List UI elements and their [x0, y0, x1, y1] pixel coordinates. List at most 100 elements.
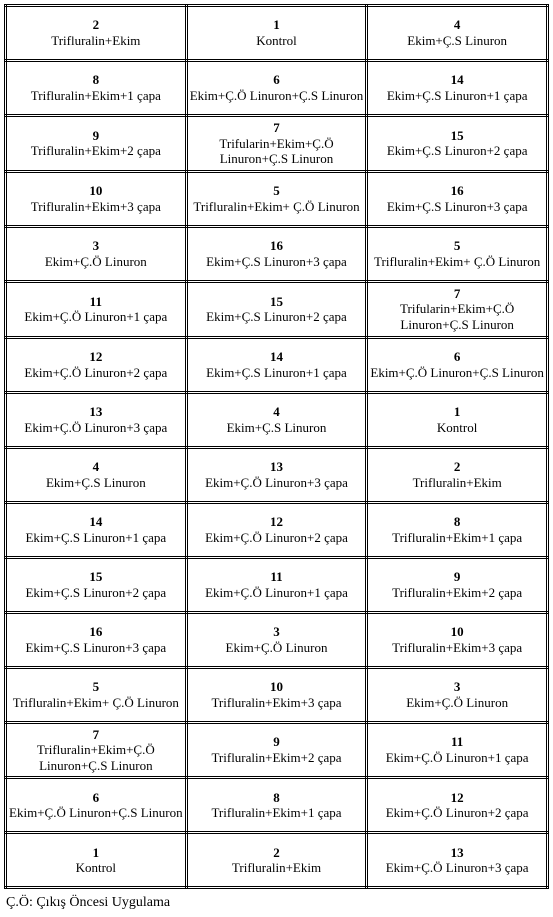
treatment-cell: 6Ekim+Ç.Ö Linuron+Ç.S Linuron: [186, 61, 367, 116]
treatment-number: 13: [190, 459, 364, 475]
treatment-number: 14: [370, 72, 544, 88]
treatment-label: Ekim+Ç.Ö Linuron+1 çapa: [9, 309, 183, 325]
treatment-number: 9: [190, 734, 364, 750]
treatment-number: 1: [370, 404, 544, 420]
treatment-label: Trifluralin+Ekim+ Ç.Ö Linuron: [9, 695, 183, 711]
treatment-number: 8: [370, 514, 544, 530]
treatment-cell: 14Ekim+Ç.S Linuron+1 çapa: [6, 502, 187, 557]
treatment-cell: 9Trifluralin+Ekim+2 çapa: [367, 557, 548, 612]
treatment-label: Ekim+Ç.Ö Linuron: [9, 254, 183, 270]
treatment-cell: 4Ekim+Ç.S Linuron: [6, 447, 187, 502]
treatment-number: 16: [190, 238, 364, 254]
treatment-number: 13: [9, 404, 183, 420]
treatment-label: Trifluralin+Ekim+3 çapa: [9, 199, 183, 215]
treatment-number: 4: [370, 17, 544, 33]
treatment-number: 16: [370, 183, 544, 199]
treatment-number: 15: [370, 128, 544, 144]
treatment-label: Ekim+Ç.Ö Linuron+2 çapa: [9, 365, 183, 381]
treatment-label: Ekim+Ç.Ö Linuron: [190, 640, 364, 656]
treatment-number: 11: [9, 294, 183, 310]
treatment-label: Trifluralin+Ekim: [370, 475, 544, 491]
treatment-label: Ekim+Ç.Ö Linuron+1 çapa: [370, 750, 544, 766]
treatment-number: 10: [190, 679, 364, 695]
treatment-number: 3: [190, 624, 364, 640]
treatment-cell: 5Trifluralin+Ekim+ Ç.Ö Linuron: [6, 667, 187, 722]
treatment-cell: 16Ekim+Ç.S Linuron+3 çapa: [186, 226, 367, 281]
treatment-label: Ekim+Ç.S Linuron+1 çapa: [9, 530, 183, 546]
treatment-cell: 7Trifluralin+Ekim+Ç.Ö Linuron+Ç.S Linuro…: [6, 722, 187, 778]
treatment-number: 15: [9, 569, 183, 585]
treatment-number: 1: [9, 845, 183, 861]
treatment-number: 7: [190, 120, 364, 136]
treatment-cell: 4Ekim+Ç.S Linuron: [367, 6, 548, 61]
treatment-number: 6: [9, 790, 183, 806]
treatment-cell: 12Ekim+Ç.Ö Linuron+2 çapa: [6, 337, 187, 392]
treatment-label: Ekim+Ç.S Linuron+2 çapa: [370, 143, 544, 159]
table-row: 13Ekim+Ç.Ö Linuron+3 çapa4Ekim+Ç.S Linur…: [6, 392, 548, 447]
treatment-label: Ekim+Ç.S Linuron+3 çapa: [370, 199, 544, 215]
treatment-label: Ekim+Ç.S Linuron: [370, 33, 544, 49]
treatment-label: Trifluralin+Ekim+1 çapa: [9, 88, 183, 104]
treatment-number: 2: [9, 17, 183, 33]
treatment-label: Trifluralin+Ekim: [9, 33, 183, 49]
table-row: 2Trifluralin+Ekim1Kontrol4Ekim+Ç.S Linur…: [6, 6, 548, 61]
treatment-cell: 13Ekim+Ç.Ö Linuron+3 çapa: [186, 447, 367, 502]
treatment-cell: 12Ekim+Ç.Ö Linuron+2 çapa: [186, 502, 367, 557]
treatment-cell: 2Trifluralin+Ekim: [186, 833, 367, 888]
treatment-label: Ekim+Ç.Ö Linuron+1 çapa: [190, 585, 364, 601]
table-row: 7Trifluralin+Ekim+Ç.Ö Linuron+Ç.S Linuro…: [6, 722, 548, 778]
treatment-label: Ekim+Ç.S Linuron+3 çapa: [190, 254, 364, 270]
treatment-number: 15: [190, 294, 364, 310]
treatment-label: Kontrol: [370, 420, 544, 436]
treatment-cell: 15Ekim+Ç.S Linuron+2 çapa: [6, 557, 187, 612]
treatment-label: Ekim+Ç.S Linuron+2 çapa: [9, 585, 183, 601]
treatment-label: Trifluralin+Ekim+ Ç.Ö Linuron: [370, 254, 544, 270]
table-row: 9Trifluralin+Ekim+2 çapa7Trifularin+Ekim…: [6, 116, 548, 172]
treatment-number: 13: [370, 845, 544, 861]
treatment-cell: 11Ekim+Ç.Ö Linuron+1 çapa: [6, 281, 187, 337]
treatment-cell: 3Ekim+Ç.Ö Linuron: [6, 226, 187, 281]
treatment-number: 6: [190, 72, 364, 88]
treatment-cell: 3Ekim+Ç.Ö Linuron: [367, 667, 548, 722]
table-row: 1Kontrol2Trifluralin+Ekim13Ekim+Ç.Ö Linu…: [6, 833, 548, 888]
treatment-cell: 11Ekim+Ç.Ö Linuron+1 çapa: [367, 722, 548, 778]
treatment-cell: 8Trifluralin+Ekim+1 çapa: [6, 61, 187, 116]
treatment-cell: 2Trifluralin+Ekim: [367, 447, 548, 502]
treatment-cell: 3Ekim+Ç.Ö Linuron: [186, 612, 367, 667]
treatment-label: Ekim+Ç.S Linuron+1 çapa: [370, 88, 544, 104]
treatment-label: Trifularin+Ekim+Ç.Ö Linuron+Ç.S Linuron: [370, 301, 544, 332]
treatment-number: 11: [190, 569, 364, 585]
treatment-label: Trifluralin+Ekim+2 çapa: [190, 750, 364, 766]
treatment-number: 5: [370, 238, 544, 254]
treatment-cell: 10Trifluralin+Ekim+3 çapa: [367, 612, 548, 667]
treatment-number: 16: [9, 624, 183, 640]
treatment-label: Ekim+Ç.Ö Linuron: [370, 695, 544, 711]
treatment-cell: 15Ekim+Ç.S Linuron+2 çapa: [367, 116, 548, 172]
treatment-number: 5: [9, 679, 183, 695]
table-row: 11Ekim+Ç.Ö Linuron+1 çapa15Ekim+Ç.S Linu…: [6, 281, 548, 337]
table-row: 5Trifluralin+Ekim+ Ç.Ö Linuron10Triflura…: [6, 667, 548, 722]
treatment-label: Trifluralin+Ekim+3 çapa: [190, 695, 364, 711]
treatment-number: 11: [370, 734, 544, 750]
treatment-label: Trifluralin+Ekim+1 çapa: [190, 805, 364, 821]
treatment-label: Ekim+Ç.Ö Linuron+3 çapa: [9, 420, 183, 436]
treatment-label: Trifluralin+Ekim+2 çapa: [9, 143, 183, 159]
treatment-number: 2: [190, 845, 364, 861]
treatment-cell: 1Kontrol: [186, 6, 367, 61]
treatment-number: 10: [9, 183, 183, 199]
treatment-label: Trifluralin+Ekim+1 çapa: [370, 530, 544, 546]
treatment-number: 4: [190, 404, 364, 420]
treatment-number: 6: [370, 349, 544, 365]
treatment-cell: 14Ekim+Ç.S Linuron+1 çapa: [186, 337, 367, 392]
treatment-label: Kontrol: [190, 33, 364, 49]
treatment-cell: 13Ekim+Ç.Ö Linuron+3 çapa: [367, 833, 548, 888]
treatment-cell: 10Trifluralin+Ekim+3 çapa: [186, 667, 367, 722]
treatment-number: 9: [9, 128, 183, 144]
treatment-number: 4: [9, 459, 183, 475]
table-row: 6Ekim+Ç.Ö Linuron+Ç.S Linuron8Triflurali…: [6, 778, 548, 833]
treatment-cell: 12Ekim+Ç.Ö Linuron+2 çapa: [367, 778, 548, 833]
treatment-label: Ekim+Ç.Ö Linuron+3 çapa: [190, 475, 364, 491]
treatment-number: 10: [370, 624, 544, 640]
treatment-label: Ekim+Ç.S Linuron+1 çapa: [190, 365, 364, 381]
treatment-cell: 8Trifluralin+Ekim+1 çapa: [186, 778, 367, 833]
